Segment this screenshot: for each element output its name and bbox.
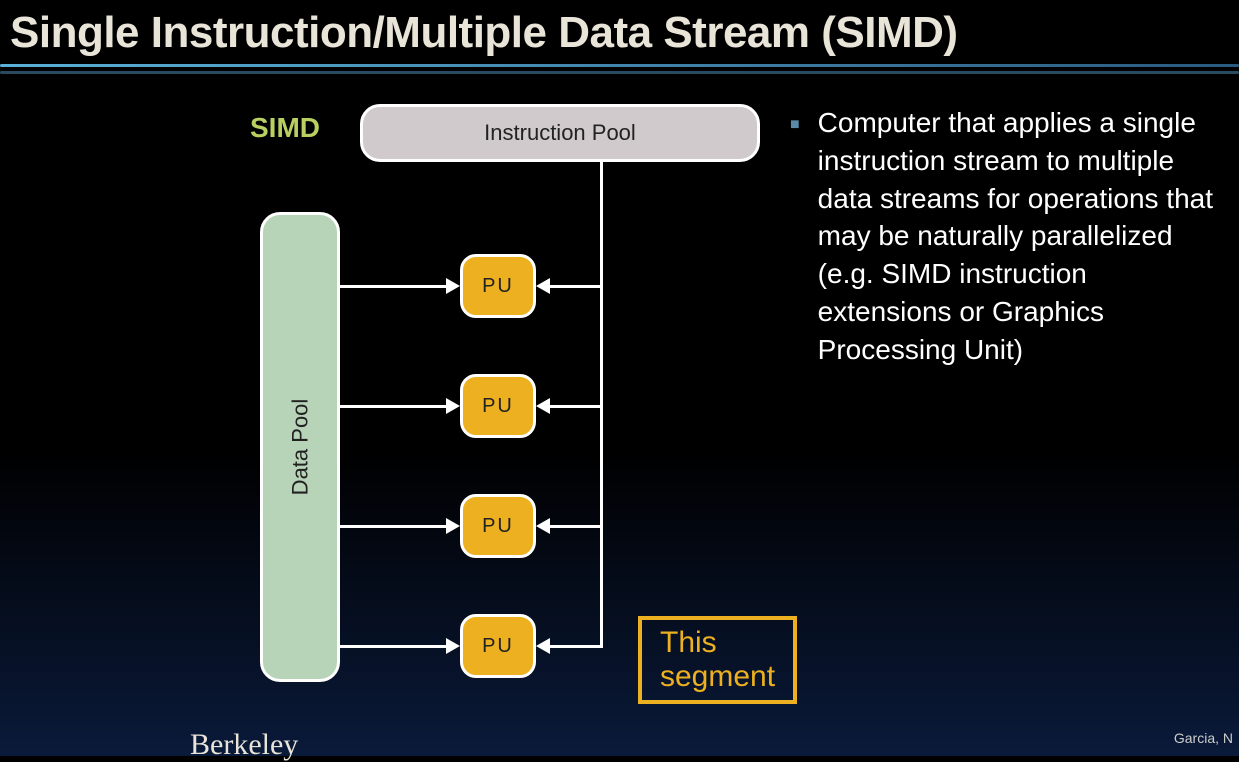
pu-box: PU <box>460 374 536 438</box>
segment-label: This segment <box>660 626 775 693</box>
data-to-pu-line <box>340 525 446 528</box>
arrow-right-icon <box>446 278 460 294</box>
instruction-pool-label: Instruction Pool <box>484 120 636 146</box>
simd-diagram: SIMD Instruction Pool Data Pool PU PU PU PU… <box>20 94 760 714</box>
content-area: SIMD Instruction Pool Data Pool PU PU PU PU… <box>0 94 1239 714</box>
pu-box: PU <box>460 494 536 558</box>
footer-credit: Garcia, N <box>1174 730 1233 746</box>
arrow-left-icon <box>536 398 550 414</box>
instruction-to-pu-line <box>550 525 603 528</box>
instruction-to-pu-line <box>550 405 603 408</box>
bullet-item: ■ Computer that applies a single instruc… <box>790 104 1219 369</box>
slide-title: Single Instruction/Multiple Data Stream … <box>0 0 1239 64</box>
title-underline-secondary <box>0 71 1239 74</box>
title-underline <box>0 64 1239 67</box>
instruction-to-pu-line <box>550 285 603 288</box>
arrow-right-icon <box>446 398 460 414</box>
data-pool-label: Data Pool <box>287 399 313 496</box>
data-pool-box: Data Pool <box>260 212 340 682</box>
data-to-pu-line <box>340 285 446 288</box>
footer-berkeley: Berkeley <box>190 728 298 762</box>
arrow-left-icon <box>536 638 550 654</box>
pu-box: PU <box>460 254 536 318</box>
data-to-pu-line <box>340 405 446 408</box>
arrow-left-icon <box>536 278 550 294</box>
segment-callout: This segment <box>638 616 797 704</box>
bullet-marker-icon: ■ <box>790 114 800 369</box>
instruction-pool-box: Instruction Pool <box>360 104 760 162</box>
arrow-right-icon <box>446 518 460 534</box>
simd-label: SIMD <box>250 112 320 144</box>
data-to-pu-line <box>340 645 446 648</box>
bullet-list: ■ Computer that applies a single instruc… <box>760 94 1219 714</box>
pu-box: PU <box>460 614 536 678</box>
instruction-to-pu-line <box>550 645 603 648</box>
arrow-left-icon <box>536 518 550 534</box>
arrow-right-icon <box>446 638 460 654</box>
bullet-text: Computer that applies a single instructi… <box>818 104 1219 369</box>
